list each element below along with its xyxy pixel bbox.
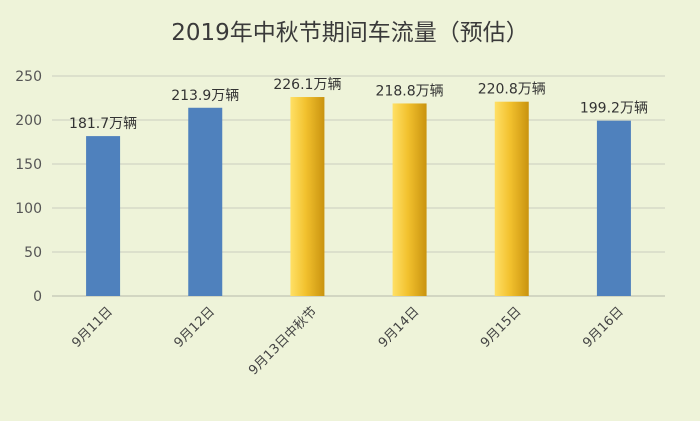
bar-3 bbox=[290, 97, 325, 296]
category-label: 9月16日 bbox=[580, 304, 627, 351]
chart-title: 2019年中秋节期间车流量（预估） bbox=[171, 20, 529, 46]
bars bbox=[86, 97, 631, 297]
y-tick-label: 0 bbox=[33, 289, 42, 305]
category-label: 9月13日中秋节 bbox=[246, 304, 320, 378]
data-label: 199.2万辆 bbox=[580, 101, 648, 117]
y-tick-label: 100 bbox=[15, 201, 42, 217]
bar-5 bbox=[494, 101, 529, 296]
y-axis-ticks: 0 50 100 150 200 250 bbox=[15, 69, 42, 305]
bar-6 bbox=[596, 120, 631, 296]
data-label: 218.8万辆 bbox=[376, 83, 444, 99]
category-labels: 9月11日 9月12日 9月13日中秋节 9月14日 9月15日 9月16日 bbox=[69, 304, 626, 378]
bar-2 bbox=[188, 107, 223, 296]
data-label: 226.1万辆 bbox=[273, 77, 341, 93]
category-label: 9月15日 bbox=[478, 304, 525, 351]
bar-1 bbox=[86, 136, 121, 296]
data-label: 213.9万辆 bbox=[171, 88, 239, 104]
category-label: 9月12日 bbox=[172, 304, 219, 351]
y-tick-label: 50 bbox=[24, 245, 42, 261]
y-tick-label: 200 bbox=[15, 113, 42, 129]
category-label: 9月14日 bbox=[376, 304, 423, 351]
y-tick-label: 250 bbox=[15, 69, 42, 85]
bar-4 bbox=[392, 103, 427, 297]
category-label: 9月11日 bbox=[69, 304, 116, 351]
y-tick-label: 150 bbox=[15, 157, 42, 173]
data-label: 220.8万辆 bbox=[478, 82, 546, 98]
data-labels: 181.7万辆 213.9万辆 226.1万辆 218.8万辆 220.8万辆 199.2… bbox=[69, 77, 648, 132]
data-label: 181.7万辆 bbox=[69, 116, 137, 132]
gridlines bbox=[52, 75, 665, 297]
